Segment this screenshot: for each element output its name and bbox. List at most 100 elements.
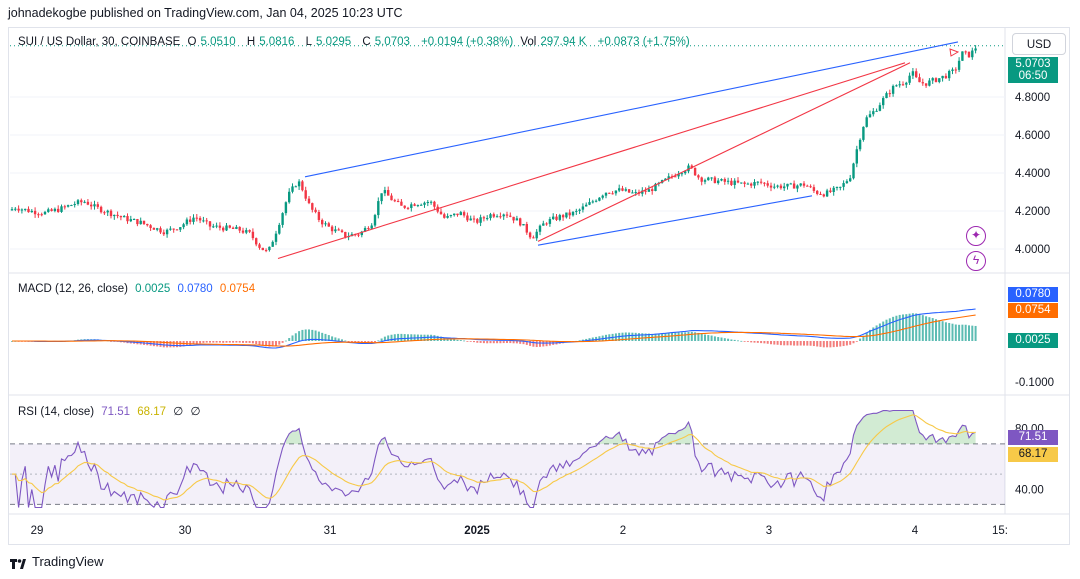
candle-body (703, 180, 707, 182)
candle-body (466, 215, 469, 221)
candle-body (281, 213, 284, 225)
macd-histogram-bar (308, 329, 310, 341)
macd-histogram-bar (680, 332, 683, 341)
candle-body (288, 191, 291, 203)
macd-histogram-bar (255, 341, 258, 345)
trendline-red (537, 62, 911, 242)
candle-body (400, 201, 403, 206)
candle-body (809, 186, 812, 188)
candle-body (674, 176, 677, 178)
macd-histogram-bar (634, 332, 637, 341)
price-change: +0.0194 (+0.38%) (421, 36, 514, 48)
candle-body (522, 223, 525, 226)
candle-body (769, 185, 773, 188)
candle-body (63, 206, 66, 208)
candle-body (30, 210, 33, 213)
candle-body (736, 180, 740, 183)
publish-caption: johnadekogbe published on TradingView.co… (8, 6, 403, 20)
candle-body (862, 126, 865, 140)
candle-body (459, 212, 462, 216)
candle-body (723, 179, 726, 182)
currency-button[interactable]: USD (1012, 33, 1066, 55)
macd-histogram-bar (502, 341, 505, 344)
candle-body (591, 201, 594, 203)
time-tick-label: 4 (912, 525, 919, 537)
candle-body (938, 78, 941, 82)
candle-body (429, 201, 433, 203)
macd-histogram-bar (242, 341, 244, 343)
lightning-icon[interactable]: ϟ (966, 251, 986, 271)
candle-body (212, 226, 215, 228)
candle-body (641, 190, 644, 194)
macd-histogram-bar (218, 341, 221, 343)
macd-histogram-bar (453, 339, 456, 341)
candle-body (750, 183, 753, 186)
macd-histogram-bar (585, 338, 588, 341)
macd-histogram-bar (786, 341, 789, 346)
candle-body (568, 212, 571, 216)
candle-body (911, 71, 915, 76)
chart-frame (8, 27, 1070, 545)
macd-histogram-bar (921, 315, 924, 341)
candle-body (261, 247, 264, 251)
candle-body (258, 244, 261, 248)
candle-body (334, 229, 337, 232)
macd-label[interactable]: MACD (12, 26, close) (18, 283, 128, 295)
candle-body (776, 185, 779, 187)
candle-body (218, 225, 222, 228)
candle-body (179, 227, 182, 230)
macd-signal-line (12, 314, 976, 347)
macd-histogram-bar (235, 341, 238, 343)
candle-body (472, 218, 476, 220)
macd-histogram-bar (430, 334, 433, 341)
macd-histogram-bar (720, 337, 723, 341)
macd-histogram-bar (892, 316, 895, 341)
macd-histogram-bar (581, 339, 584, 341)
candle-body (241, 230, 245, 233)
candle-body (849, 178, 852, 182)
macd-histogram-bar (176, 341, 178, 348)
candle-body (740, 182, 743, 184)
candle-body (581, 206, 585, 210)
time-tick-label: 30 (179, 525, 192, 537)
candle-body (195, 217, 198, 219)
candle-body (489, 214, 492, 219)
macd-histogram-bar (829, 341, 832, 348)
macd-histogram-bar (380, 338, 383, 341)
macd-histogram-bar (459, 340, 462, 341)
macd-histogram-bar (215, 341, 218, 343)
macd-histogram-bar (539, 341, 541, 347)
macd-histogram-bar (350, 341, 353, 343)
trendline-blue (537, 195, 813, 246)
candle-body (845, 181, 849, 184)
candle-body (40, 214, 43, 216)
candle-body (928, 80, 931, 86)
time-tick-label: 29 (31, 525, 44, 537)
macd-histogram-bar (199, 341, 202, 344)
macd-histogram-bar (436, 335, 439, 341)
close-value: 5.0703 (374, 36, 410, 48)
macd-histogram-bar (525, 341, 528, 345)
candle-body (825, 190, 829, 197)
macd-histogram-bar (291, 335, 294, 341)
candle-body (786, 183, 789, 187)
macd-histogram-bar (763, 341, 766, 344)
candle-body (116, 214, 119, 217)
candle-body (924, 83, 928, 86)
rsi-label[interactable]: RSI (14, close) (18, 406, 95, 418)
macd-histogram-bar (195, 341, 198, 344)
macd-histogram-bar (225, 341, 228, 343)
macd-histogram-bar (832, 341, 835, 348)
macd-histogram-bar (664, 333, 667, 341)
macd-histogram-bar (859, 338, 862, 341)
symbol-name[interactable]: SUI / US Dollar, 30, COINBASE (18, 36, 181, 48)
macd-histogram-bar (512, 341, 515, 344)
macd-histogram-bar (905, 314, 908, 341)
macd-histogram-bar (172, 341, 175, 348)
macd-histogram-bar (684, 332, 687, 341)
macd-histogram-bar (895, 315, 898, 341)
sparkle-icon[interactable]: ✦ (966, 226, 986, 246)
macd-line-tag: 0.0780 (1008, 287, 1058, 302)
macd-histogram-bar (383, 336, 386, 341)
